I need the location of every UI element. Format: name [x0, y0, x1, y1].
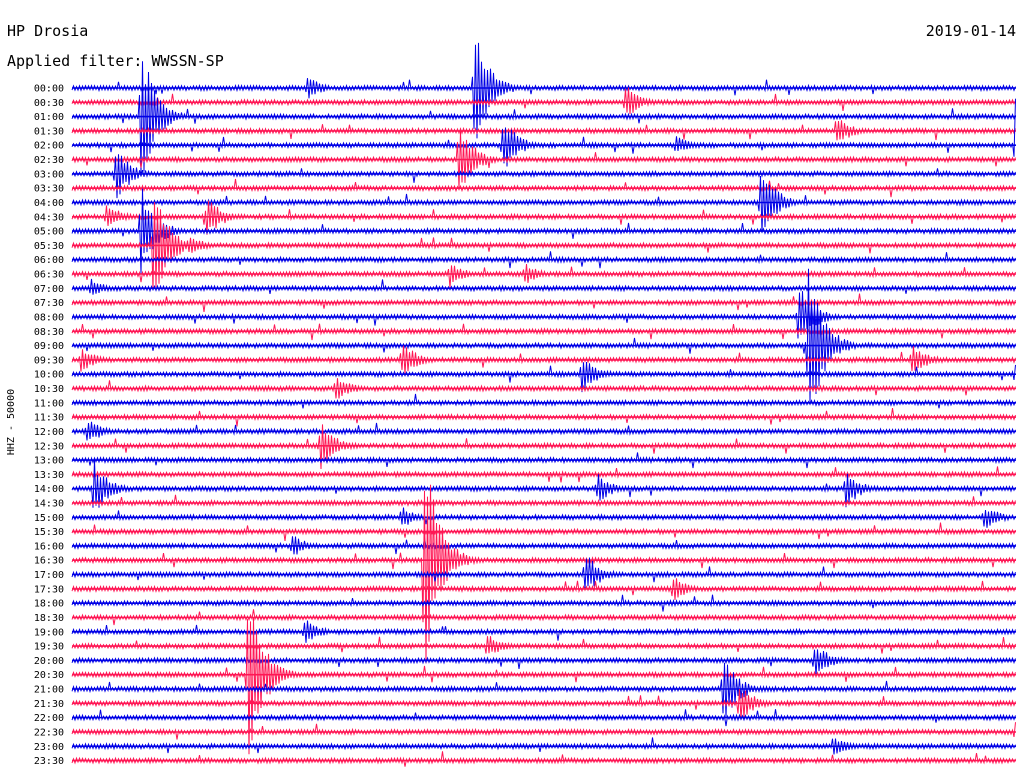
tick-label-0830: 08:30: [34, 327, 64, 338]
tick-label-0100: 01:00: [34, 112, 64, 123]
trace-rows: [71, 42, 1016, 767]
tick-label-1100: 11:00: [34, 398, 64, 409]
station-title: HP Drosia: [7, 22, 88, 40]
tick-label-1800: 18:00: [34, 599, 64, 610]
date-label: 2019-01-14: [926, 22, 1016, 40]
tick-label-0230: 02:30: [34, 155, 64, 166]
tick-label-0700: 07:00: [34, 284, 64, 295]
tick-label-2100: 21:00: [34, 685, 64, 696]
trace-2100: [71, 662, 1016, 719]
tick-label-0730: 07:30: [34, 298, 64, 309]
tick-label-2130: 21:30: [34, 699, 64, 710]
tick-label-1700: 17:00: [34, 570, 64, 581]
trace-2000: [71, 649, 1016, 677]
trace-2230: [71, 722, 1016, 740]
trace-1430: [71, 494, 1016, 508]
tick-label-1930: 19:30: [34, 642, 64, 653]
tick-label-0000: 00:00: [34, 84, 64, 95]
trace-2330: [71, 751, 1016, 767]
trace-1100: [71, 393, 1016, 409]
tick-label-1730: 17:30: [34, 584, 64, 595]
trace-0700: [71, 278, 1016, 295]
trace-2030: [71, 617, 1016, 755]
trace-0630: [71, 263, 1016, 288]
tick-label-0630: 06:30: [34, 270, 64, 281]
tick-label-1300: 13:00: [34, 456, 64, 467]
filter-label: Applied filter: WWSSN-SP: [7, 52, 224, 70]
tick-label-1330: 13:30: [34, 470, 64, 481]
tick-label-0400: 04:00: [34, 198, 64, 209]
tick-label-1230: 12:30: [34, 441, 64, 452]
tick-label-1900: 19:00: [34, 627, 64, 638]
tick-label-0430: 04:30: [34, 212, 64, 223]
tick-label-0030: 00:30: [34, 98, 64, 109]
tick-label-2200: 22:00: [34, 713, 64, 724]
tick-label-1000: 10:00: [34, 370, 64, 381]
tick-label-1130: 11:30: [34, 413, 64, 424]
tick-label-1400: 14:00: [34, 484, 64, 495]
tick-label-0500: 05:00: [34, 227, 64, 238]
tick-label-2230: 22:30: [34, 728, 64, 739]
tick-label-0130: 01:30: [34, 126, 64, 137]
tick-label-1430: 14:30: [34, 499, 64, 510]
y-axis-label: HHZ - 50000: [6, 389, 17, 455]
tick-label-1600: 16:00: [34, 541, 64, 552]
tick-label-2300: 23:00: [34, 742, 64, 753]
tick-label-0300: 03:00: [34, 169, 64, 180]
trace-1930: [71, 636, 1016, 654]
time-tick-labels: 00:00 00:30 01:00 01:30 02:00 02:30 03:00 03:30…: [34, 84, 64, 768]
tick-label-0900: 09:00: [34, 341, 64, 352]
tick-label-2330: 23:30: [34, 756, 64, 767]
tick-label-1030: 10:30: [34, 384, 64, 395]
tick-label-0930: 09:30: [34, 355, 64, 366]
tick-label-0330: 03:30: [34, 184, 64, 195]
tick-label-2000: 20:00: [34, 656, 64, 667]
tick-label-1830: 18:30: [34, 613, 64, 624]
trace-1400: [71, 459, 1016, 508]
tick-label-1530: 15:30: [34, 527, 64, 538]
tick-label-1200: 12:00: [34, 427, 64, 438]
tick-label-0600: 06:00: [34, 255, 64, 266]
tick-label-0800: 08:00: [34, 313, 64, 324]
tick-label-2030: 20:30: [34, 670, 64, 681]
trace-2130: [71, 689, 1016, 721]
tick-label-1630: 16:30: [34, 556, 64, 567]
tick-label-0530: 05:30: [34, 241, 64, 252]
tick-label-0200: 02:00: [34, 141, 64, 152]
tick-label-1500: 15:00: [34, 513, 64, 524]
trace-1700: [71, 557, 1016, 590]
